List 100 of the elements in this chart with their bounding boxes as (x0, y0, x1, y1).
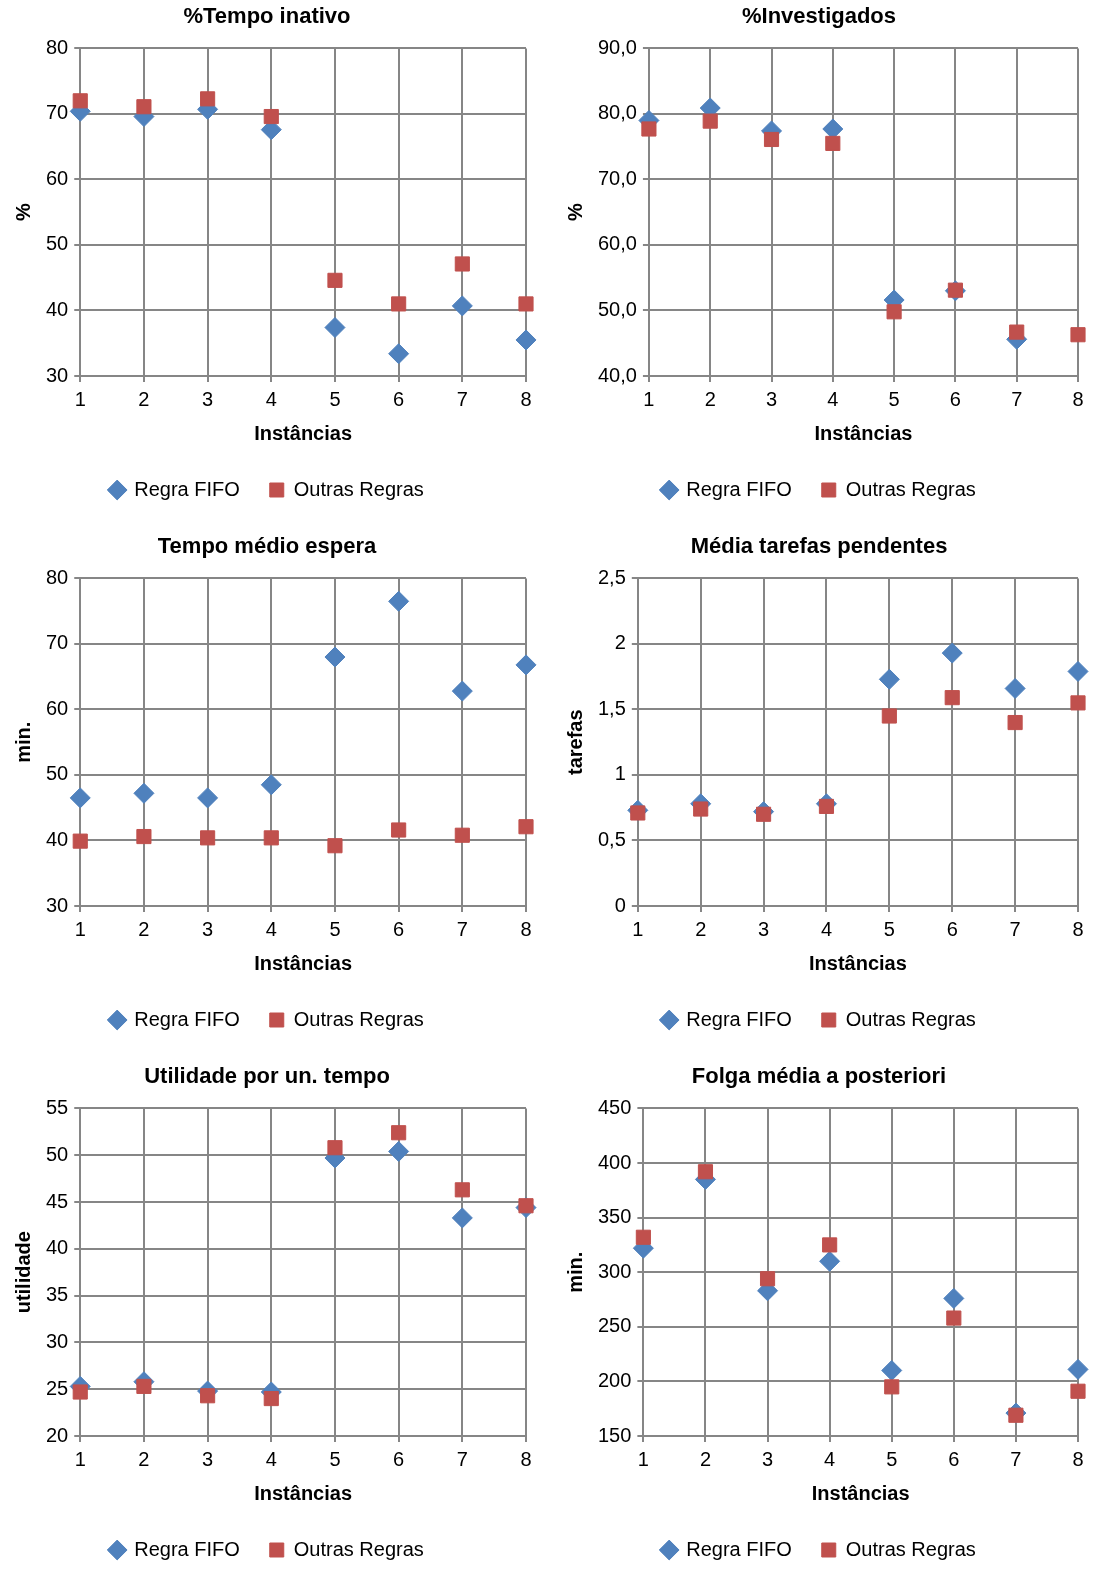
x-axis-title: Instâncias (814, 421, 913, 444)
legend-label: Outras Regras (845, 477, 976, 500)
y-tick-label: 350 (597, 1205, 632, 1228)
y-tick-label: 0,5 (597, 828, 626, 850)
x-tick-label: 2 (138, 917, 150, 940)
x-tick-label: 6 (948, 1447, 960, 1470)
legend-label: Outras Regras (845, 1007, 976, 1030)
legend-label: Outras Regras (293, 477, 424, 500)
chart-title: Folga média a posteriori (691, 1063, 947, 1089)
chart-title: Utilidade por un. tempo (144, 1063, 390, 1089)
legend-label: Regra FIFO (686, 1537, 792, 1560)
point (200, 830, 216, 846)
x-axis-title: Instâncias (254, 421, 353, 444)
x-tick-label: 5 (329, 917, 341, 940)
point (759, 1271, 776, 1287)
y-tick-label: 30 (46, 363, 69, 386)
x-tick-label: 7 (456, 387, 468, 410)
x-tick-label: 7 (456, 1447, 468, 1470)
x-tick-label: 4 (265, 917, 277, 940)
y-tick-label: 70,0 (597, 166, 637, 189)
y-tick-label: 55 (46, 1095, 69, 1118)
y-tick-label: 400 (597, 1150, 632, 1173)
point (697, 1164, 714, 1180)
point (881, 1359, 903, 1381)
point (635, 1229, 651, 1245)
chart-title: %Investigados (741, 3, 897, 29)
point (391, 296, 407, 312)
point (818, 798, 835, 814)
point (1004, 677, 1026, 699)
point (941, 642, 963, 664)
x-tick-label: 3 (202, 387, 214, 410)
y-tick-label: 1 (614, 762, 626, 785)
x-tick-label: 3 (202, 917, 214, 940)
point (388, 590, 410, 612)
x-tick-label: 4 (824, 1447, 836, 1470)
y-tick-label: 50 (46, 232, 69, 255)
y-tick-label: 35 (46, 1283, 69, 1306)
y-tick-label: 30 (46, 1329, 69, 1352)
point (136, 1378, 152, 1394)
legend-label: Outras Regras (845, 1537, 976, 1560)
point (327, 1140, 343, 1156)
point (944, 690, 960, 706)
point (641, 121, 657, 137)
x-tick-label: 2 (695, 917, 707, 940)
x-tick-label: 2 (138, 387, 150, 410)
y-tick-label: 80 (46, 565, 69, 588)
y-tick-label: 60 (46, 696, 69, 719)
point (515, 329, 537, 351)
point (327, 838, 343, 854)
y-tick-label: 300 (597, 1259, 632, 1282)
x-tick-label: 4 (265, 387, 277, 410)
point (943, 1287, 965, 1309)
point (763, 131, 780, 148)
y-tick-label: 50 (46, 1142, 69, 1165)
point (324, 317, 346, 339)
point (1070, 1383, 1086, 1399)
y-tick-label: 40 (46, 298, 69, 320)
point (884, 1379, 900, 1395)
point (324, 646, 346, 668)
x-tick-label: 5 (329, 387, 341, 410)
x-axis-title: Instâncias (811, 1481, 910, 1504)
y-tick-label: 2,5 (597, 565, 626, 588)
point (1067, 660, 1089, 682)
y-tick-label: 250 (597, 1314, 632, 1337)
point (72, 833, 88, 849)
point (1070, 695, 1086, 711)
point (693, 801, 709, 817)
chart-title: Média tarefas pendentes (690, 533, 948, 559)
point (515, 654, 537, 676)
x-axis-title: Instâncias (254, 951, 353, 974)
y-tick-label: 1,5 (597, 696, 626, 719)
y-tick-label: 200 (597, 1368, 632, 1391)
x-tick-label: 1 (74, 1447, 86, 1470)
point (69, 787, 91, 809)
x-tick-label: 8 (1072, 1447, 1084, 1470)
y-tick-label: 50,0 (597, 298, 637, 320)
x-tick-label: 1 (74, 387, 86, 410)
y-tick-label: 60,0 (597, 232, 637, 255)
point (388, 343, 410, 365)
point (946, 1310, 962, 1326)
y-tick-label: 40,0 (597, 363, 637, 386)
point (133, 782, 155, 804)
y-axis-title: tarefas (563, 709, 586, 775)
point (702, 113, 718, 129)
x-tick-label: 4 (265, 1447, 277, 1470)
y-tick-label: 450 (597, 1095, 632, 1118)
point (72, 93, 88, 109)
x-tick-label: 6 (946, 917, 958, 940)
point (451, 680, 473, 702)
x-tick-label: 5 (886, 1447, 898, 1470)
point (136, 99, 152, 115)
y-tick-label: 70 (46, 631, 69, 654)
x-tick-label: 2 (704, 387, 716, 410)
point (200, 1388, 216, 1404)
y-tick-label: 0 (614, 893, 626, 916)
x-tick-label: 8 (520, 917, 532, 940)
y-tick-label: 25 (46, 1376, 69, 1399)
x-tick-label: 6 (949, 387, 961, 410)
point (451, 295, 473, 317)
x-tick-label: 6 (393, 1447, 405, 1470)
